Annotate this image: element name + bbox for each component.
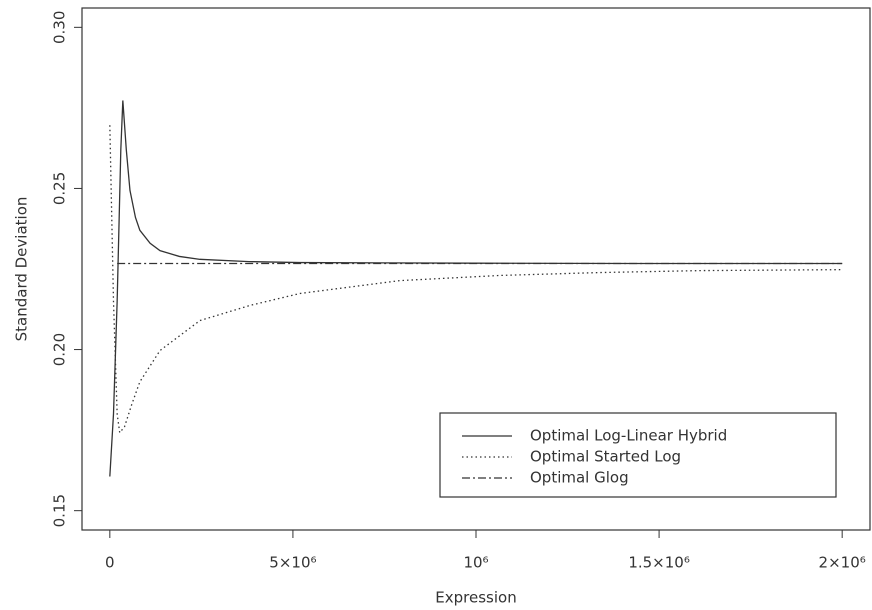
y-tick-label: 0.15 [51, 494, 69, 527]
x-tick-label: 10⁶ [463, 554, 488, 572]
data-line [109, 125, 843, 435]
legend-label: Optimal Log-Linear Hybrid [530, 427, 727, 445]
x-tick-label: 0 [105, 554, 115, 572]
y-tick-label: 0.25 [51, 172, 69, 205]
x-tick-label: 2×10⁶ [819, 554, 866, 572]
data-line [109, 100, 843, 477]
legend-label: Optimal Started Log [530, 448, 681, 466]
y-tick-label: 0.30 [51, 11, 69, 44]
x-tick-label: 1.5×10⁶ [628, 554, 690, 572]
x-tick-label: 5×10⁶ [269, 554, 316, 572]
y-axis-label: Standard Deviation [13, 197, 31, 342]
legend-label: Optimal Glog [530, 469, 629, 487]
y-tick-label: 0.20 [51, 333, 69, 366]
legend-box [439, 412, 837, 498]
x-axis-label: Expression [435, 589, 516, 607]
